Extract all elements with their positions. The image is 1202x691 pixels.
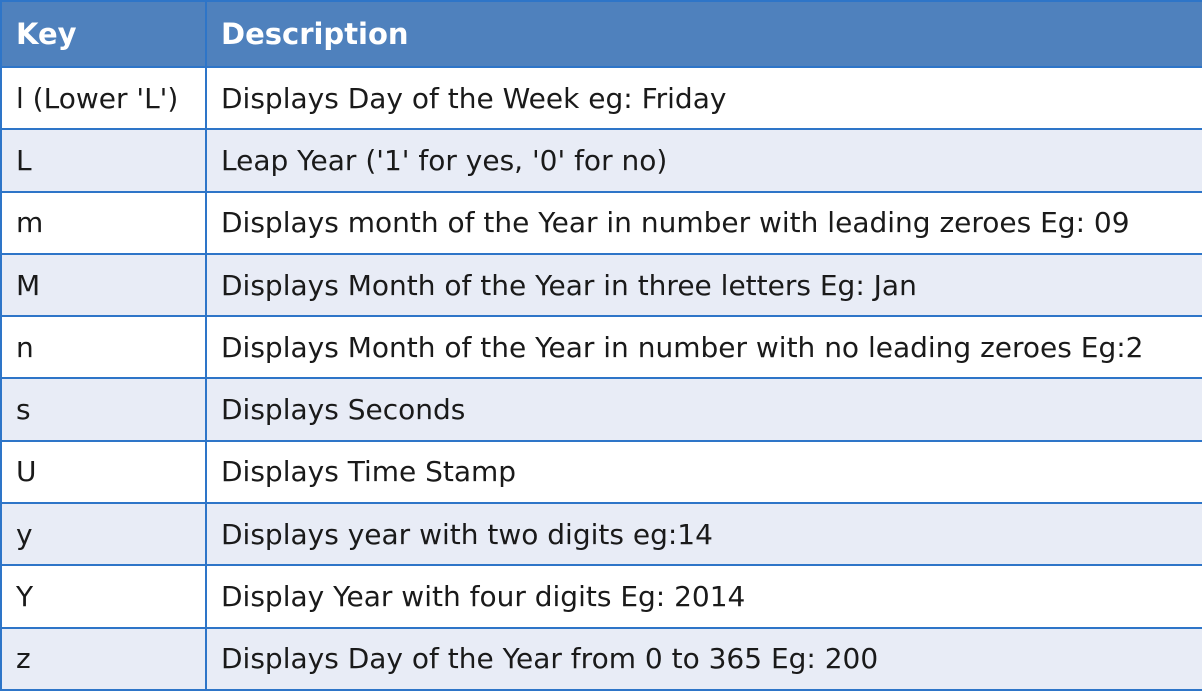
table-body: l (Lower 'L') Displays Day of the Week e…: [0, 65, 1202, 691]
row-key: Y: [0, 564, 207, 629]
table-row: s Displays Seconds: [0, 377, 1202, 442]
table-row: n Displays Month of the Year in number w…: [0, 315, 1202, 380]
table-row: l (Lower 'L') Displays Day of the Week e…: [0, 65, 1202, 131]
header-key: Key: [0, 0, 207, 68]
table-row: m Displays month of the Year in number w…: [0, 190, 1202, 255]
table-row: y Displays year with two digits eg:14: [0, 502, 1202, 567]
row-description: Display Year with four digits Eg: 2014: [205, 564, 1202, 629]
row-description: Displays Day of the Year from 0 to 365 E…: [205, 626, 1202, 691]
row-description: Leap Year ('1' for yes, '0' for no): [205, 128, 1202, 193]
row-description: Displays year with two digits eg:14: [205, 502, 1202, 567]
row-description: Displays Day of the Week eg: Friday: [205, 65, 1202, 131]
table-row: Y Display Year with four digits Eg: 2014: [0, 564, 1202, 629]
table-row: z Displays Day of the Year from 0 to 365…: [0, 626, 1202, 691]
row-key: L: [0, 128, 207, 193]
table-row: L Leap Year ('1' for yes, '0' for no): [0, 128, 1202, 193]
row-key: M: [0, 252, 207, 318]
row-key: s: [0, 377, 207, 442]
header-description: Description: [205, 0, 1202, 68]
row-description: Displays Seconds: [205, 377, 1202, 442]
row-key: l (Lower 'L'): [0, 65, 207, 131]
row-description: Displays month of the Year in number wit…: [205, 190, 1202, 255]
row-description: Displays Time Stamp: [205, 439, 1202, 505]
table-row: U Displays Time Stamp: [0, 439, 1202, 505]
header-row: Key Description: [0, 0, 1202, 68]
table-header: Key Description: [0, 0, 1202, 68]
row-key: y: [0, 502, 207, 567]
row-description: Displays Month of the Year in three lett…: [205, 252, 1202, 318]
row-description: Displays Month of the Year in number wit…: [205, 315, 1202, 380]
row-key: U: [0, 439, 207, 505]
table-row: M Displays Month of the Year in three le…: [0, 252, 1202, 318]
row-key: z: [0, 626, 207, 691]
row-key: m: [0, 190, 207, 255]
row-key: n: [0, 315, 207, 380]
